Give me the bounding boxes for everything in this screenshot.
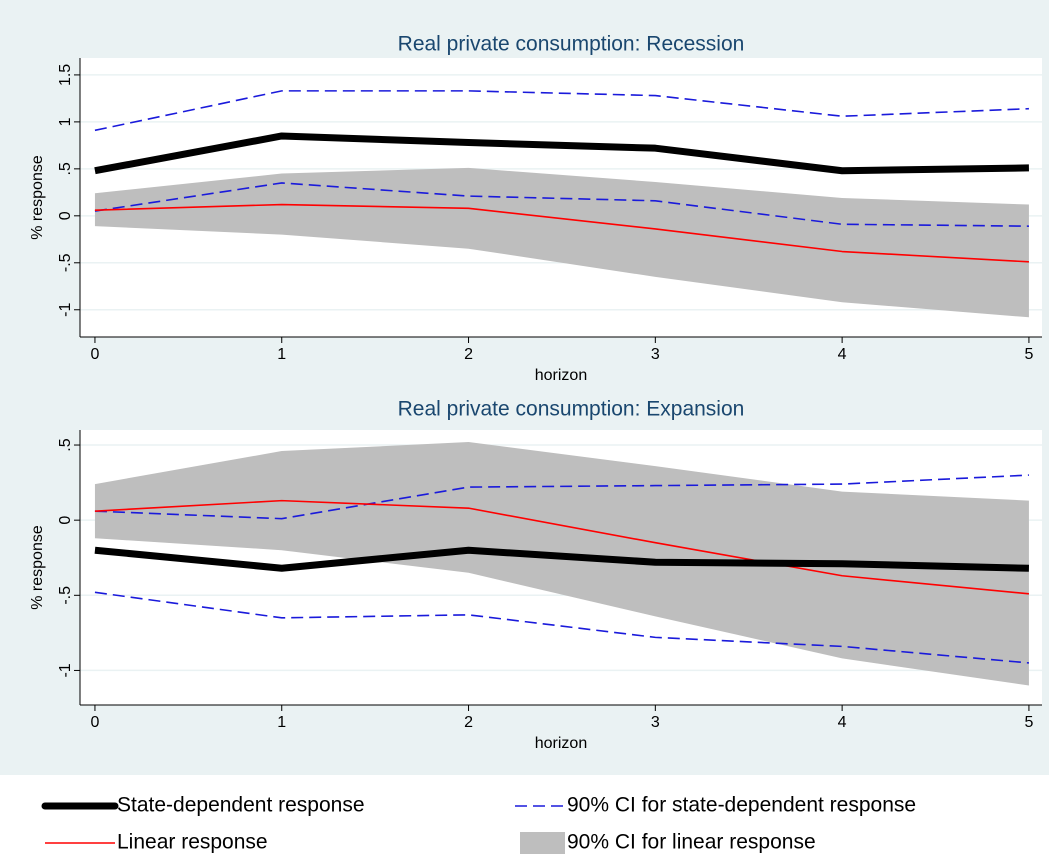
response-line: [94, 546, 1030, 572]
y-tick-label: 0: [57, 211, 74, 220]
y-tick-label: 1.5: [57, 64, 74, 86]
y-tick-label: .5: [57, 438, 74, 451]
y-tick-label: -.5: [57, 586, 74, 605]
x-tick-label: 4: [838, 714, 847, 731]
y-tick-label: -1: [57, 303, 74, 317]
y-axis-label: % response: [29, 155, 46, 240]
x-axis-label: horizon: [535, 367, 587, 384]
chart-title: Real private consumption: Recession: [398, 33, 745, 56]
legend-label: 90% CI for linear response: [567, 831, 816, 854]
y-tick-label: -.5: [57, 253, 74, 272]
x-axis-label: horizon: [535, 735, 587, 752]
legend-label: Linear response: [117, 831, 268, 854]
chart-title: Real private consumption: Expansion: [398, 398, 745, 421]
x-tick-label: 3: [651, 346, 660, 363]
ci-line-lower: [94, 182, 1029, 227]
y-tick-label: 1: [57, 117, 74, 126]
response-line: [94, 132, 1029, 175]
ci-line-upper: [94, 474, 1029, 520]
x-tick-label: 4: [838, 346, 847, 363]
y-tick-label: 0: [57, 516, 74, 525]
x-tick-label: 5: [1024, 714, 1033, 731]
legend-label: 90% CI for state-dependent response: [567, 794, 916, 817]
legend-label: State-dependent response: [117, 794, 365, 817]
x-tick-label: 5: [1024, 346, 1033, 363]
x-tick-label: 1: [277, 714, 286, 731]
response-line: [94, 203, 1029, 263]
legend-swatch: [520, 832, 565, 854]
x-tick-label: 0: [90, 346, 99, 363]
ci-line-upper: [94, 90, 1029, 132]
y-axis-label: % response: [29, 525, 46, 610]
x-tick-label: 0: [90, 714, 99, 731]
ci-line-lower: [94, 591, 1029, 664]
y-tick-label: .5: [57, 162, 74, 175]
x-tick-label: 2: [464, 346, 473, 363]
x-tick-label: 3: [651, 714, 660, 731]
x-tick-label: 1: [277, 346, 286, 363]
x-tick-label: 2: [464, 714, 473, 731]
response-line: [94, 499, 1029, 595]
y-tick-label: -1: [57, 663, 74, 677]
